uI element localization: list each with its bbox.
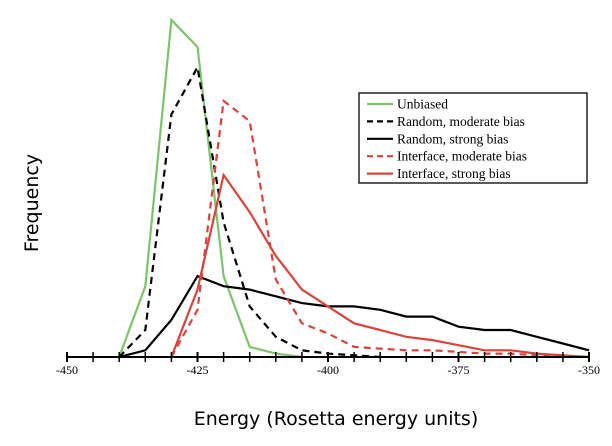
- legend-label: Interface, strong bias: [397, 166, 511, 181]
- x-tick-label: -400: [317, 363, 339, 377]
- series-line-1: [118, 17, 303, 359]
- series-layer: [118, 17, 590, 359]
- x-tick-label: -425: [187, 363, 209, 377]
- x-tick-label: -450: [56, 363, 78, 377]
- series-line-5: [170, 172, 590, 359]
- y-axis-label: Frequency: [21, 154, 43, 252]
- x-tick-label: -350: [578, 363, 600, 377]
- legend-label: Interface, moderate bias: [397, 149, 527, 164]
- x-axis: -450 -425 -400 -375 -350: [56, 352, 600, 377]
- legend-label: Random, moderate bias: [397, 114, 525, 129]
- legend-box: [358, 92, 588, 184]
- x-tick-label: -375: [448, 363, 470, 377]
- series-line-4: [170, 98, 590, 359]
- x-axis-label: Energy (Rosetta energy units): [194, 408, 478, 430]
- legend-label: Unbiased: [397, 97, 448, 112]
- series-line-3: [118, 274, 590, 359]
- series-line-2: [118, 63, 381, 359]
- legend: Unbiased Random, moderate bias Random, str…: [358, 92, 588, 184]
- legend-label: Random, strong bias: [397, 131, 508, 146]
